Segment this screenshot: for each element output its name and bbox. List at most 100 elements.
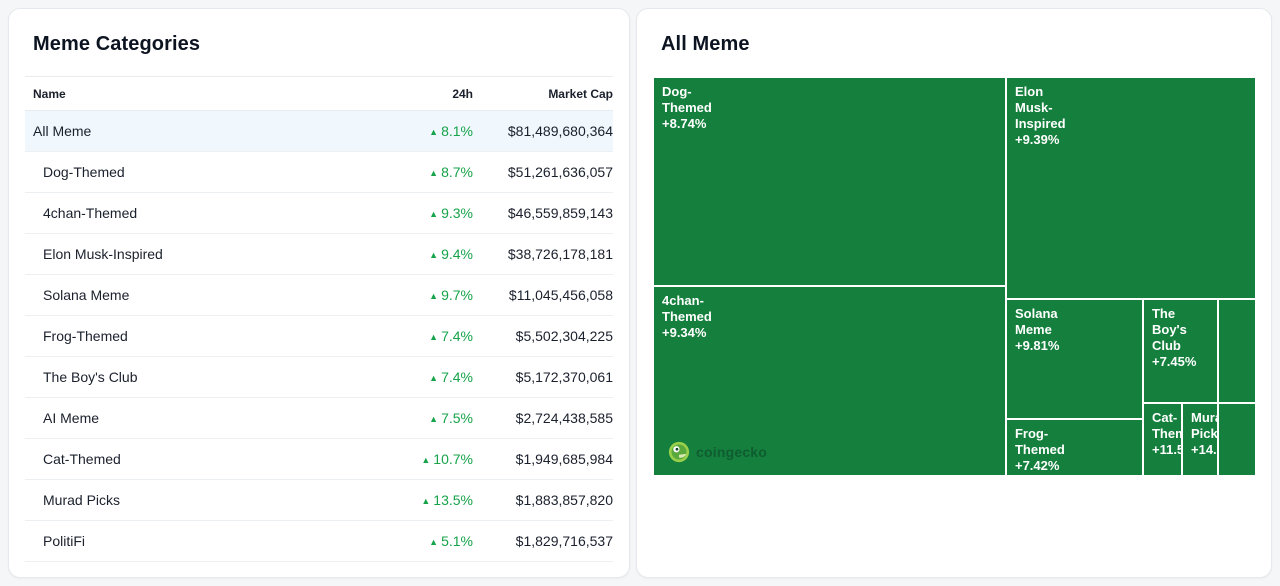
category-name: AI Meme	[43, 410, 100, 426]
market-cap-value: $2,724,438,585	[515, 410, 613, 426]
category-name: The Boy's Club	[43, 369, 138, 385]
table-row-elon-musk-inspired[interactable]: Elon Musk-Inspired ▲ 9.4% $38,726,178,181	[25, 234, 613, 275]
table-row-politifi[interactable]: PolitiFi ▲ 5.1% $1,829,716,537	[25, 521, 613, 562]
change-value: 9.4%	[441, 246, 473, 262]
categories-table: Name 24h Market Cap All Meme ▲ 8.1% $81,489…	[25, 76, 613, 562]
market-cap-value: $5,172,370,061	[515, 369, 613, 385]
treemap-cell-label: Dog-Themed +8.74%	[654, 78, 720, 132]
treemap-cell-solana-meme[interactable]: Solana Meme +9.81%	[1005, 299, 1143, 419]
category-name: Murad Picks	[43, 492, 121, 508]
treemap-cell-cat-themed[interactable]: Cat-Themed+11.50%	[1142, 402, 1182, 476]
table-row-4chan-themed[interactable]: 4chan-Themed ▲ 9.3% $46,559,859,143	[25, 193, 613, 234]
coingecko-watermark-text: coingecko	[696, 443, 768, 460]
treemap-cell-name: Cat-Themed	[1151, 409, 1181, 441]
change-value: 8.1%	[441, 123, 473, 139]
treemap-cell-label: Murad Picks+14.25%	[1183, 404, 1217, 458]
up-triangle-icon: ▲	[421, 455, 431, 465]
market-cap-value: $81,489,680,364	[507, 123, 613, 139]
category-name: PolitiFi	[43, 533, 86, 549]
treemap-cell-change: +14.25%	[1191, 441, 1217, 457]
treemap-cell-name: Frog-Themed	[1014, 425, 1065, 457]
treemap-cell-ai-meme[interactable]	[1218, 299, 1256, 403]
table-row-all-meme[interactable]: All Meme ▲ 8.1% $81,489,680,364	[25, 111, 613, 152]
change-24h: ▲ 7.4%	[363, 328, 473, 344]
treemap-cell-4chan-themed[interactable]: 4chan-Themed +9.34% coingecko	[653, 285, 1006, 476]
up-triangle-icon: ▲	[429, 209, 439, 219]
change-24h: ▲ 9.4%	[363, 246, 473, 262]
change-value: 13.5%	[433, 492, 473, 508]
category-name: Elon Musk-Inspired	[43, 246, 163, 262]
table-body: All Meme ▲ 8.1% $81,489,680,364 Dog-Themed ▲ 8…	[25, 111, 613, 562]
treemap-cell-murad-picks[interactable]: Murad Picks+14.25%	[1182, 402, 1218, 476]
category-name: Frog-Themed	[43, 328, 128, 344]
coingecko-logo-icon	[668, 441, 690, 463]
treemap-cell-change: +9.34%	[662, 324, 707, 340]
category-name: Solana Meme	[43, 287, 130, 303]
treemap-cell-name: Dog-Themed	[662, 84, 712, 115]
up-triangle-icon: ▲	[429, 414, 439, 424]
change-24h: ▲ 8.1%	[363, 123, 473, 139]
category-name: 4chan-Themed	[43, 205, 138, 221]
treemap-cell-change: +7.45%	[1151, 353, 1197, 369]
market-cap-value: $1,949,685,984	[515, 451, 613, 467]
treemap-cell-the-boy-s-club[interactable]: The Boy's Club +7.45%	[1142, 299, 1218, 403]
market-cap-value: $38,726,178,181	[507, 246, 613, 262]
treemap-cell-change: +8.74%	[662, 115, 707, 131]
treemap: Dog-Themed +8.74% 4chan-Themed +9.34% coinge…	[653, 77, 1256, 476]
treemap-cell-change: +9.39%	[1014, 131, 1060, 147]
change-24h: ▲ 13.5%	[363, 492, 473, 508]
table-row-cat-themed[interactable]: Cat-Themed ▲ 10.7% $1,949,685,984	[25, 439, 613, 480]
up-triangle-icon: ▲	[429, 127, 439, 137]
up-triangle-icon: ▲	[429, 537, 439, 547]
market-cap-value: $1,883,857,820	[515, 492, 613, 508]
change-24h: ▲ 7.5%	[363, 410, 473, 426]
change-24h: ▲ 8.7%	[363, 164, 473, 180]
up-triangle-icon: ▲	[429, 373, 439, 383]
header-24h: 24h	[452, 86, 473, 101]
treemap-cell-change: +9.81%	[1014, 337, 1060, 353]
category-name: Cat-Themed	[43, 451, 121, 467]
treemap-cell-label: Solana Meme +9.81%	[1007, 300, 1073, 354]
treemap-cell-name: 4chan-Themed	[662, 292, 712, 324]
market-cap-value: $11,045,456,058	[508, 287, 613, 303]
page-title: Meme Categories	[33, 33, 201, 55]
up-triangle-icon: ▲	[429, 332, 439, 342]
treemap-cell-name: Solana Meme	[1014, 306, 1058, 337]
header-market-cap: Market Cap	[548, 86, 613, 101]
meme-categories-card: Meme Categories Name 24h Market Cap All …	[8, 8, 630, 578]
table-row-dog-themed[interactable]: Dog-Themed ▲ 8.7% $51,261,636,057	[25, 152, 613, 193]
treemap-cell-frog-themed[interactable]: Frog-Themed +7.42%	[1005, 418, 1143, 476]
treemap-cell-name: Murad Picks	[1191, 409, 1218, 441]
market-cap-value: $51,261,636,057	[507, 164, 613, 180]
treemap-cell-name: The Boy's Club	[1151, 306, 1187, 353]
change-24h: ▲ 5.1%	[363, 533, 473, 549]
market-cap-value: $46,559,859,143	[507, 205, 613, 221]
table-row-frog-themed[interactable]: Frog-Themed ▲ 7.4% $5,502,304,225	[25, 316, 613, 357]
treemap-cell-label: Elon Musk-Inspired +9.39%	[1007, 78, 1073, 147]
up-triangle-icon: ▲	[429, 291, 439, 301]
up-triangle-icon: ▲	[429, 250, 439, 260]
treemap-cell-elon-musk-inspired[interactable]: Elon Musk-Inspired +9.39%	[1005, 77, 1256, 299]
market-cap-value: $1,829,716,537	[515, 533, 613, 549]
table-row-solana-meme[interactable]: Solana Meme ▲ 9.7% $11,045,456,058	[25, 275, 613, 316]
change-value: 9.7%	[441, 287, 473, 303]
treemap-cell-label: The Boy's Club +7.45%	[1144, 300, 1210, 369]
coingecko-watermark: coingecko	[668, 441, 767, 463]
header-name: Name	[33, 86, 66, 101]
table-header: Name 24h Market Cap	[25, 76, 613, 111]
change-24h: ▲ 9.7%	[363, 287, 473, 303]
change-value: 8.7%	[441, 164, 473, 180]
table-row-the-boy-s-club[interactable]: The Boy's Club ▲ 7.4% $5,172,370,061	[25, 357, 613, 398]
change-value: 10.7%	[433, 451, 473, 467]
change-value: 7.4%	[441, 328, 473, 344]
treemap-cell-politifi[interactable]	[1218, 402, 1256, 476]
table-row-murad-picks[interactable]: Murad Picks ▲ 13.5% $1,883,857,820	[25, 480, 613, 521]
treemap-cell-dog-themed[interactable]: Dog-Themed +8.74%	[653, 77, 1006, 286]
change-24h: ▲ 9.3%	[363, 205, 473, 221]
change-value: 7.4%	[441, 369, 473, 385]
change-24h: ▲ 7.4%	[363, 369, 473, 385]
change-value: 7.5%	[441, 410, 473, 426]
table-row-ai-meme[interactable]: AI Meme ▲ 7.5% $2,724,438,585	[25, 398, 613, 439]
all-meme-card: All Meme Dog-Themed +8.74% 4chan-Themed +9.…	[636, 8, 1272, 578]
change-24h: ▲ 10.7%	[363, 451, 473, 467]
